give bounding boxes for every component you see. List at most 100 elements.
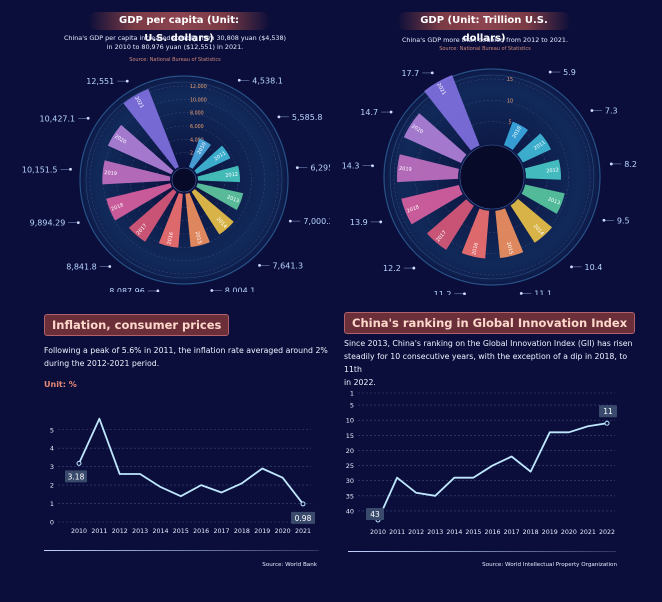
gdp-per-capita-radial-chart: 2,0004,0006,0008,00010,00012,00020104,53…: [22, 75, 330, 292]
innovation-description-line3: in 2022.: [344, 378, 376, 387]
inflation-unit: Unit: %: [44, 380, 77, 389]
gdp-per-capita-title: GDP per capita (Unit: U.S. dollars): [88, 12, 270, 44]
inflation-xtick-label: 2017: [214, 528, 230, 535]
innovation-point-marker: [604, 420, 610, 426]
innovation-xtick-label: 2019: [542, 529, 558, 536]
gdp-tick-label: 15: [507, 77, 513, 83]
gdp-value-label: 14.3: [342, 162, 360, 171]
innovation-xtick-label: 2013: [427, 529, 443, 536]
gdp-value-label: 9.5: [617, 216, 630, 225]
inflation-footer-line: [44, 550, 319, 551]
gdppc-year-label: 2015: [194, 231, 203, 245]
inflation-ytick-label: 5: [50, 426, 54, 434]
gdppc-year-label: 2012: [225, 172, 238, 179]
gdp-per-capita-description-line1: China's GDP per capita increased steadil…: [63, 34, 287, 42]
gdppc-leader-dot: [288, 219, 292, 223]
gdp-description: China's GDP more than doubled from 2012 …: [401, 36, 569, 44]
innovation-ytick-label: 35: [346, 492, 354, 500]
gdp-per-capita-source: Source: National Bureau of Statistics: [129, 57, 221, 63]
gdppc-center-hub: [171, 167, 197, 193]
inflation-xtick-label: 2015: [173, 528, 189, 535]
gdppc-tick-label: 12,000: [190, 84, 207, 90]
gdp-leader-dot: [379, 220, 383, 224]
gdp-source: Source: National Bureau of Statistics: [439, 46, 531, 52]
gdp-leader-dot: [609, 162, 613, 166]
gdppc-year-label: 2010: [196, 142, 207, 156]
gdppc-value-label: 10,151.5: [22, 165, 58, 174]
gdp-leader-dot: [463, 292, 466, 295]
gdppc-bar-2019: [102, 160, 171, 185]
innovation-source: Source: World Intellectual Property Orga…: [482, 562, 617, 568]
inflation-xtick-label: 2011: [91, 528, 107, 535]
gdppc-tick-label: 4,000: [190, 137, 204, 143]
inflation-xtick-label: 2021: [295, 528, 311, 535]
gdp-bar-2012: [524, 159, 561, 180]
gdp-leader-dot: [412, 266, 416, 270]
inflation-xtick-label: 2019: [254, 528, 270, 535]
gdp-value-label: 10.4: [585, 263, 603, 272]
innovation-description-line2: steadily for 10 consecutive years, with …: [344, 352, 628, 374]
gdppc-value-label: 7,000.2: [303, 217, 330, 226]
innovation-ytick-label: 20: [346, 447, 354, 455]
gdp-radial-chart: 5101520105.920117.320128.220139.5201410.…: [342, 68, 637, 295]
gdp-value-label: 11.2: [434, 290, 452, 295]
inflation-series-line: [78, 417, 304, 505]
gdp-year-label: 2010: [512, 125, 523, 139]
gdp-year-label: 2016: [471, 242, 480, 256]
gdppc-bar-2014: [191, 189, 234, 235]
gdp-tick-label: 10: [507, 98, 513, 104]
inflation-point-marker: [76, 460, 82, 466]
gdp-year-label: 2021: [435, 82, 447, 96]
gdppc-leader-dot: [210, 289, 214, 292]
innovation-xtick-label: 2016: [484, 529, 500, 536]
gdp-bar-2011: [517, 133, 551, 163]
gdp-value-label: 7.3: [605, 107, 618, 116]
inflation-xtick-label: 2018: [234, 528, 250, 535]
innovation-ytick-label: 1: [350, 390, 354, 398]
gdp-value-label: 12.2: [383, 264, 401, 273]
gdp-value-label: 17.7: [401, 69, 419, 78]
inflation-annotation-box: [65, 470, 87, 483]
gdp-value-label: 5.9: [563, 68, 576, 77]
gdp-year-label: 2020: [410, 123, 424, 135]
gdppc-bar-2013: [196, 183, 244, 210]
gdp-leader-dot: [602, 218, 606, 222]
gdppc-leader-dot: [277, 115, 281, 119]
innovation-xtick-label: 2010: [370, 529, 386, 536]
innovation-xtick-label: 2021: [580, 529, 596, 536]
gdppc-value-label: 6,295.7: [310, 164, 330, 173]
gdp-leader-dot: [570, 265, 573, 269]
gdp-year-label: 2013: [547, 196, 561, 206]
inflation-xtick-label: 2012: [112, 528, 128, 535]
gdp-bar-2014: [510, 198, 553, 243]
gdppc-year-label: 2020: [113, 134, 127, 146]
gdppc-leader-dot: [156, 289, 160, 292]
inflation-xtick-label: 2010: [71, 528, 87, 535]
inflation-ytick-label: 2: [50, 482, 54, 490]
innovation-xtick-label: 2020: [561, 529, 577, 536]
gdp-bar-2010: [503, 121, 529, 151]
inflation-line-chart: 0 1 2 3 4 5 2010 2011 2012 2013 2014 2015 2016 2017 20…: [50, 417, 315, 535]
gdp-title: GDP (Unit: Trillion U.S. dollars): [397, 12, 571, 44]
innovation-xtick-label: 2015: [465, 529, 481, 536]
gdppc-leader-dot: [86, 116, 90, 120]
innovation-xtick-label: 2018: [523, 529, 539, 536]
gdppc-tick-label: 6,000: [190, 124, 204, 130]
gdppc-value-label: 7,641.3: [273, 261, 304, 270]
innovation-annotation-box: [366, 508, 384, 520]
inflation-xtick-label: 2013: [132, 528, 148, 535]
innovation-xtick-label: 2012: [408, 529, 424, 536]
gdppc-year-label: 2021: [133, 95, 145, 109]
gdppc-grid-circle: [89, 85, 279, 275]
innovation-footer-line: [348, 551, 616, 552]
inflation-description: Following a peak of 5.6% in 2011, the in…: [44, 344, 344, 370]
innovation-ytick-label: 10: [346, 417, 354, 425]
gdppc-bar-2018: [106, 183, 172, 221]
inflation-annotation-label: 3.18: [68, 472, 85, 481]
gdp-leader-dot: [371, 164, 374, 168]
gdppc-year-label: 2016: [166, 232, 175, 246]
gdppc-leader-dot: [295, 166, 299, 169]
gdppc-tick-label: 10,000: [190, 97, 207, 103]
inflation-xtick-label: 2020: [275, 528, 291, 535]
gdp-value-label: 13.9: [350, 218, 368, 227]
